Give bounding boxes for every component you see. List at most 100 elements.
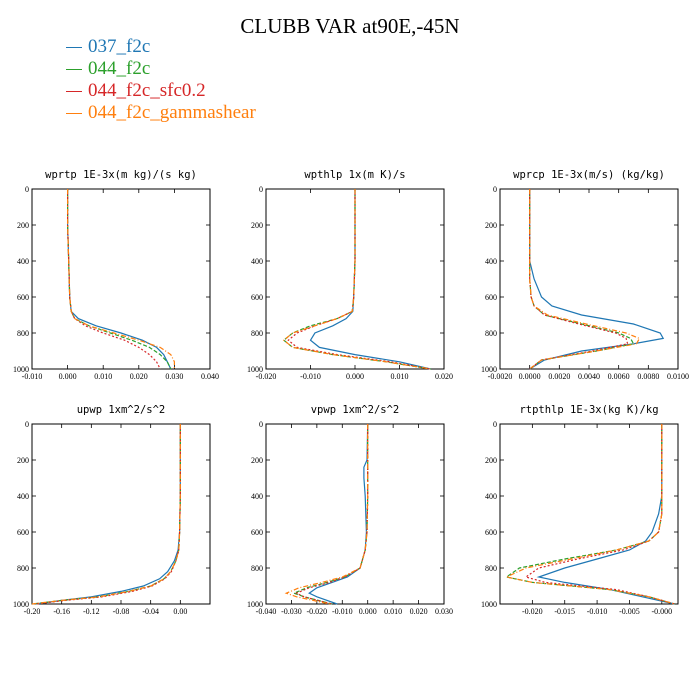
x-tick-label: 0.010 [391,372,409,381]
legend-line-swatch [66,46,82,49]
y-tick-label: 0 [25,185,29,194]
panel: rtpthlp 1E-3x(kg K)/kg 0 200 400 600 800 1000 -… [481,404,679,616]
series-line [31,424,181,605]
x-tick-label: 0.0000 [519,372,541,381]
x-tick-label: 0.040 [201,372,219,381]
y-tick-label: 200 [251,221,263,230]
x-tick-label: 0.000 [59,372,77,381]
panel: wprcp 1E-3x(m/s) (kg/kg) 0 200 400 600 800 100… [481,169,689,381]
series-line [66,189,172,370]
x-tick-label: 0.0060 [608,372,630,381]
x-tick-label: -0.010 [300,372,321,381]
x-tick-label: -0.12 [83,607,100,616]
x-tick-label: 0.000 [346,372,364,381]
series-line [287,189,431,370]
x-tick-label: 0.0080 [637,372,659,381]
y-tick-label: 800 [251,329,263,338]
legend-entry: 044_f2c_sfc0.2 [66,80,256,102]
legend-line-swatch [66,68,82,71]
series-line [66,189,172,370]
y-tick-label: 1000 [247,600,263,609]
panel-title: upwp 1xm^2/s^2 [77,404,166,416]
series-line [529,189,629,370]
legend-label: 044_f2c [88,58,151,79]
panel: upwp 1xm^2/s^2 0 200 400 600 800 1000-0.20 -0.1… [13,404,211,616]
x-tick-label: -0.010 [332,607,353,616]
y-tick-label: 400 [17,492,29,501]
series-line [295,424,369,605]
x-tick-label: -0.020 [256,372,277,381]
panel-title: wpthlp 1x(m K)/s [304,169,405,181]
y-tick-label: 0 [493,185,497,194]
series-line [66,189,175,369]
series-line [529,189,635,370]
x-tick-label: -0.08 [113,607,130,616]
y-tick-label: 400 [17,257,29,266]
x-tick-label: 0.020 [410,607,428,616]
series-line [505,424,675,605]
x-tick-label: -0.005 [619,607,640,616]
y-tick-label: 400 [485,257,497,266]
x-tick-label: 0.010 [384,607,402,616]
plot-frame [31,188,211,370]
figure-title: CLUBB VAR at90E,-45N [240,14,460,38]
y-tick-label: 400 [251,257,263,266]
x-tick-label: -0.16 [53,607,70,616]
series-line [529,189,641,370]
y-tick-label: 800 [17,329,29,338]
legend-entry: 044_f2c [66,58,256,80]
x-tick-label: 0.0100 [667,372,689,381]
plot-frame [499,188,679,370]
legend-entry: 044_f2c_gammashear [66,102,256,124]
series-line [35,424,181,605]
y-tick-label: 0 [259,420,263,429]
legend-label: 037_f2c [88,36,151,57]
y-tick-label: 400 [485,492,497,501]
y-tick-label: 800 [251,564,263,573]
plot-frame [31,423,211,605]
legend-entry: 037_f2c [66,36,256,58]
x-tick-label: 0.010 [94,372,112,381]
y-tick-label: 1000 [481,365,497,374]
y-tick-label: 1000 [247,365,263,374]
series-line [282,189,431,370]
x-tick-label: -0.0020 [488,372,513,381]
x-tick-label: -0.20 [24,607,41,616]
series-line [529,189,665,370]
x-tick-label: 0.020 [435,372,453,381]
x-tick-label: -0.015 [554,607,575,616]
panel-title: wprcp 1E-3x(m/s) (kg/kg) [513,169,665,181]
legend-label: 044_f2c_gammashear [88,102,256,123]
y-tick-label: 600 [251,528,263,537]
series-line [292,424,369,605]
y-tick-label: 600 [17,528,29,537]
y-tick-label: 600 [485,293,497,302]
x-tick-label: 0.020 [130,372,148,381]
panel: wprtp 1E-3x(m kg)/(s kg) 0 200 400 600 800 100… [13,169,219,381]
series-line [536,424,675,605]
series-line [524,424,675,605]
y-tick-label: 600 [17,293,29,302]
panel: wpthlp 1x(m K)/s 0 200 400 600 800 1000-0.020 -… [247,169,453,381]
legend-line-swatch [66,90,82,93]
panel-title: wprtp 1E-3x(m kg)/(s kg) [45,169,197,181]
x-tick-label: 0.0040 [578,372,600,381]
x-tick-label: -0.04 [142,607,159,616]
series-line [309,189,431,370]
y-tick-label: 800 [485,564,497,573]
y-tick-label: 200 [17,456,29,465]
y-tick-label: 800 [17,564,29,573]
y-tick-label: 200 [485,221,497,230]
y-tick-label: 200 [17,221,29,230]
x-tick-label: -0.020 [522,607,543,616]
x-tick-label: -0.030 [281,607,302,616]
x-tick-label: 0.000 [359,607,377,616]
y-tick-label: 1000 [13,365,29,374]
y-tick-label: 600 [251,293,263,302]
y-tick-label: 200 [251,456,263,465]
y-tick-label: 600 [485,528,497,537]
x-tick-label: -0.040 [256,607,277,616]
series-line [284,424,369,605]
plot-frame [265,423,445,605]
